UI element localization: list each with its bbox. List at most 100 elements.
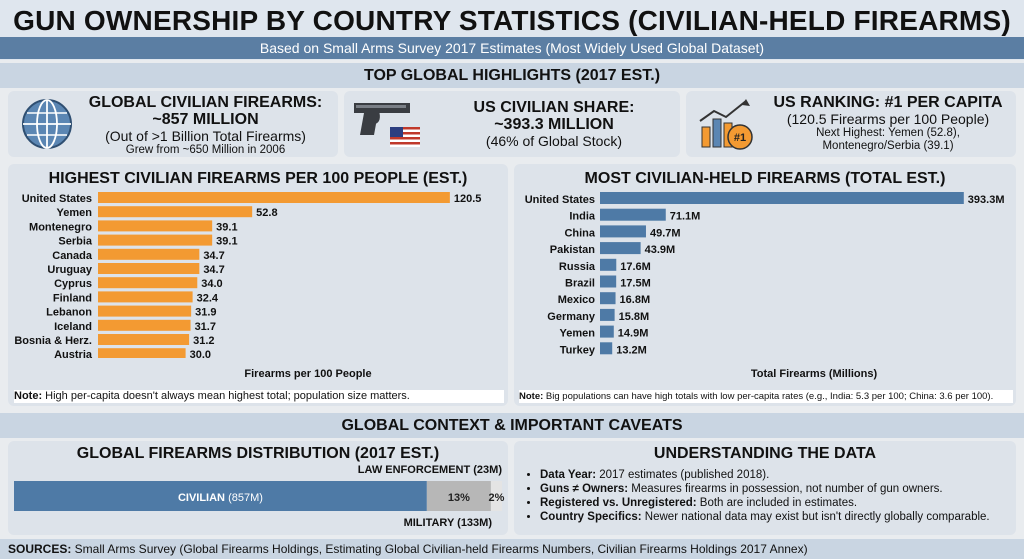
- totals-bar: [600, 225, 646, 238]
- totals-category-label: Germany: [547, 311, 596, 323]
- caveat-item: Country Specifics: Newer national data m…: [540, 510, 990, 524]
- per-capita-category-label: Cyprus: [54, 278, 92, 290]
- per-capita-category-label: Iceland: [54, 321, 92, 333]
- per-capita-value-label: 34.7: [203, 250, 224, 262]
- per-capita-bar: [98, 192, 450, 203]
- per-capita-bar: [98, 348, 186, 358]
- per-capita-bar: [98, 220, 213, 232]
- per-capita-bar: [98, 305, 192, 317]
- caveat-item: Registered vs. Unregistered: Both are in…: [540, 496, 990, 510]
- us-rank-small-2: Montenegro/Serbia (39.1): [822, 140, 954, 152]
- totals-value-label: 16.8M: [620, 294, 651, 306]
- per-capita-bar: [98, 248, 200, 260]
- law-enforcement-pct-label: 2%: [489, 492, 505, 504]
- totals-bar: [600, 308, 615, 321]
- totals-category-label: United States: [525, 194, 595, 206]
- caveats-list: Data Year: 2017 estimates (published 201…: [524, 468, 990, 524]
- us-share-line: (46% of Global Stock): [485, 133, 623, 149]
- context-section-title: GLOBAL CONTEXT & IMPORTANT CAVEATS: [0, 413, 1024, 438]
- us-rank-line: (120.5 Firearms per 100 People): [786, 111, 990, 127]
- caveat-item: Data Year: 2017 estimates (published 201…: [540, 468, 990, 482]
- page-title: GUN OWNERSHIP BY COUNTRY STATISTICS (CIV…: [13, 5, 1011, 36]
- per-capita-chart-title: HIGHEST CIVILIAN FIREARMS PER 100 PEOPLE…: [48, 170, 468, 187]
- global-title-2: ~857 MILLION: [152, 111, 259, 128]
- military-label: MILITARY (133M): [403, 517, 492, 529]
- page-subtitle: Based on Small Arms Survey 2017 Estimate…: [0, 37, 1024, 59]
- totals-value-label: 14.9M: [618, 328, 649, 340]
- per-capita-bar: [98, 263, 200, 274]
- per-capita-card: HIGHEST CIVILIAN FIREARMS PER 100 PEOPLE…: [8, 164, 508, 406]
- per-capita-bar: [98, 334, 190, 345]
- per-capita-value-label: 39.1: [216, 221, 237, 233]
- totals-bar: [600, 208, 666, 221]
- military-segment: [426, 481, 491, 511]
- totals-category-label: Pakistan: [550, 244, 596, 256]
- totals-value-label: 17.6M: [620, 261, 651, 273]
- us-share-title-1: US CIVILIAN SHARE:: [473, 99, 635, 116]
- per-capita-category-label: Canada: [52, 250, 93, 262]
- rank-badge: #1: [734, 132, 746, 144]
- totals-bar: [600, 342, 613, 355]
- distribution-card: GLOBAL FIREARMS DISTRIBUTION (2017 EST.)…: [8, 441, 508, 535]
- totals-value-label: 43.9M: [645, 244, 676, 256]
- totals-note: Note: Big populations can have high tota…: [519, 390, 1013, 403]
- per-capita-value-label: 32.4: [197, 292, 219, 304]
- totals-bar: [600, 325, 614, 338]
- totals-category-label: Turkey: [560, 344, 596, 356]
- per-capita-category-label: Lebanon: [46, 307, 92, 319]
- per-capita-category-label: Austria: [54, 349, 93, 358]
- per-capita-note-text: High per-capita doesn't always mean high…: [42, 390, 410, 402]
- per-capita-category-label: United States: [22, 193, 92, 205]
- law-enforcement-segment: [490, 481, 502, 511]
- per-capita-category-label: Finland: [53, 292, 92, 304]
- us-rank-small-1: Next Highest: Yemen (52.8),: [816, 127, 960, 139]
- totals-x-axis-label: Total Firearms (Millions): [750, 368, 878, 380]
- distribution-title: GLOBAL FIREARMS DISTRIBUTION (2017 EST.): [76, 445, 440, 462]
- totals-bar: [600, 192, 964, 204]
- totals-bar: [600, 292, 616, 305]
- totals-category-label: Yemen: [560, 328, 596, 340]
- per-capita-value-label: 39.1: [216, 236, 237, 248]
- per-capita-category-label: Serbia: [58, 236, 93, 248]
- highlights-section-title: TOP GLOBAL HIGHLIGHTS (2017 EST.): [0, 63, 1024, 88]
- per-capita-value-label: 31.2: [193, 335, 214, 347]
- understanding-title: UNDERSTANDING THE DATA: [653, 445, 877, 462]
- totals-value-label: 15.8M: [619, 311, 650, 323]
- us-share-title-2: ~393.3 MILLION: [494, 116, 614, 133]
- sources-footer: SOURCES: Small Arms Survey (Global Firea…: [0, 539, 1024, 559]
- totals-chart-title: MOST CIVILIAN-HELD FIREARMS (TOTAL EST.): [584, 170, 946, 187]
- per-capita-category-label: Bosnia & Herz.: [14, 335, 92, 347]
- totals-category-label: Brazil: [565, 278, 595, 290]
- totals-category-label: Mexico: [558, 294, 596, 306]
- per-capita-bar: [98, 234, 213, 246]
- totals-bar: [600, 242, 641, 255]
- totals-category-label: Russia: [559, 261, 596, 273]
- per-capita-category-label: Montenegro: [29, 221, 92, 233]
- per-capita-bar-chart: United States 120.5 Yemen 52.8 Montenegro 39.…: [14, 192, 482, 358]
- per-capita-value-label: 52.8: [256, 207, 277, 219]
- per-capita-x-axis-label: Firearms per 100 People: [244, 368, 372, 380]
- per-capita-value-label: 30.0: [190, 349, 211, 358]
- sources-label: SOURCES:: [8, 542, 72, 556]
- totals-value-label: 49.7M: [650, 227, 681, 239]
- handgun-icon: [354, 103, 410, 135]
- caveat-item: Guns ≠ Owners: Measures firearms in poss…: [540, 482, 990, 496]
- military-pct-label: 13%: [448, 492, 470, 504]
- per-capita-value-label: 31.9: [195, 307, 216, 319]
- totals-note-text: Big populations can have high totals wit…: [543, 391, 994, 402]
- per-capita-note-label: Note:: [14, 390, 43, 402]
- per-capita-value-label: 34.0: [201, 278, 222, 290]
- per-capita-note: Note: High per-capita doesn't always mea…: [14, 390, 504, 403]
- distribution-stacked-bar: CIVILIAN (857M) 13% 2%: [14, 481, 505, 511]
- per-capita-value-label: 120.5: [454, 193, 482, 205]
- per-capita-bar: [98, 319, 191, 331]
- totals-category-label: China: [564, 227, 595, 239]
- per-capita-bar: [98, 206, 253, 218]
- us-share-card: US CIVILIAN SHARE: ~393.3 MILLION (46% o…: [344, 91, 680, 157]
- per-capita-value-label: 31.7: [195, 321, 216, 333]
- global-line: (Out of >1 Billion Total Firearms): [105, 128, 306, 144]
- us-rank-title: US RANKING: #1 PER CAPITA: [773, 94, 1003, 111]
- per-capita-value-label: 34.7: [203, 264, 224, 276]
- totals-bar-chart: United States 393.3M India 71.1M China 49.7M P…: [525, 192, 1005, 356]
- totals-category-label: India: [569, 211, 596, 223]
